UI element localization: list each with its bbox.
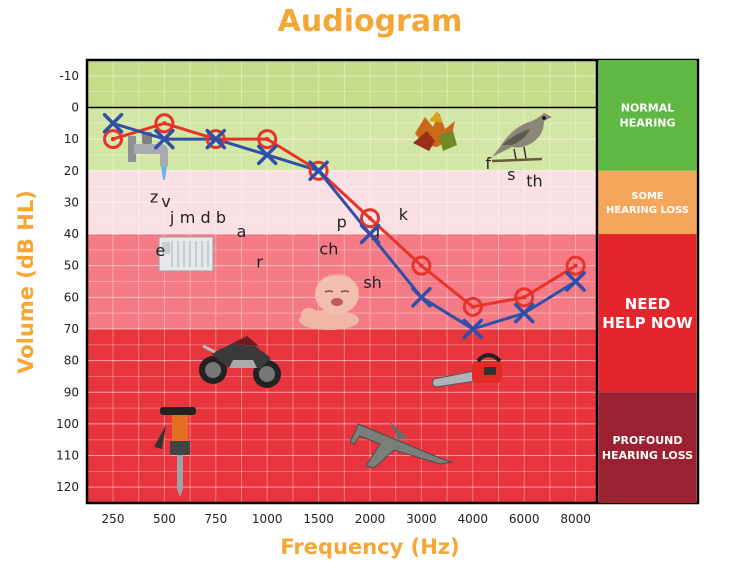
circle-marker-dot [522, 295, 527, 300]
circle-marker [257, 129, 278, 150]
x-marker [513, 302, 535, 324]
circle-marker-dot [470, 304, 475, 310]
x-marker [205, 128, 227, 150]
speech-sound-label: ch [319, 240, 338, 259]
hearing-category-0 [598, 60, 697, 171]
x-tick-label: 8000 [560, 512, 591, 526]
hearing-category-3 [598, 392, 697, 503]
circle-marker [205, 129, 226, 150]
speech-sound-label: b [216, 208, 226, 227]
zone-band-0 [87, 60, 597, 108]
circle-marker-dot [573, 263, 578, 268]
x-tick-label: 1500 [303, 512, 334, 526]
y-tick-label: 70 [64, 322, 79, 336]
x-marker [462, 318, 484, 340]
speech-sound-label: sh [363, 273, 381, 292]
circle-marker [411, 255, 432, 276]
x-tick-label: 750 [204, 512, 227, 526]
bird-icon [491, 113, 552, 163]
y-tick-label: 120 [56, 480, 79, 494]
circle-marker [308, 160, 329, 181]
chainsaw-icon [431, 353, 502, 388]
circle-marker [360, 208, 380, 229]
speech-sound-label: v [161, 192, 170, 211]
hearing-category-2 [598, 234, 697, 393]
speech-sound-label: s [507, 165, 515, 184]
hearing-category-label: NEED HELP NOW [602, 295, 693, 332]
x-marker [565, 271, 586, 292]
y-tick-label: 10 [64, 132, 79, 146]
x-axis-label: Frequency (Hz) [280, 535, 460, 559]
y-tick-label: 110 [56, 449, 79, 463]
series-line-0 [112, 121, 577, 309]
circle-marker-dot [419, 263, 424, 268]
series-line-1 [112, 121, 577, 331]
circle-marker [514, 287, 535, 308]
x-tick-label: 500 [153, 512, 176, 526]
speech-sound-label: z [150, 187, 158, 206]
x-marker [102, 113, 124, 134]
y-tick-label: -10 [59, 69, 79, 83]
hearing-category-1 [598, 170, 697, 235]
x-tick-label: 4000 [458, 512, 489, 526]
y-tick-label: 30 [64, 195, 79, 209]
circle-marker [154, 113, 175, 134]
y-tick-label: 60 [64, 290, 79, 304]
x-tick-label: 2000 [355, 512, 386, 526]
jet-icon [349, 422, 453, 469]
circle-marker-dot [265, 136, 270, 142]
x-tick-label: 1000 [252, 512, 283, 526]
speech-sound-label: d [200, 208, 210, 227]
speech-sound-label: g [370, 222, 380, 241]
x-marker [256, 144, 278, 166]
speech-sound-label: j [169, 208, 174, 227]
speech-sound-label: p [337, 213, 347, 232]
y-tick-label: 0 [71, 100, 79, 114]
speech-sound-label: f [485, 154, 491, 173]
x-marker [411, 287, 432, 308]
speech-sound-label: a [237, 222, 247, 241]
x-tick-label: 6000 [509, 512, 540, 526]
circle-marker [565, 255, 586, 276]
x-marker [308, 160, 329, 181]
hearing-category-label: SOME HEARING LOSS [606, 191, 689, 216]
y-tick-label: 80 [64, 354, 79, 368]
y-tick-label: 50 [64, 259, 79, 273]
motorcycle-icon [199, 336, 281, 388]
circle-marker [103, 129, 123, 150]
hearing-category-label: NORMAL HEARING [619, 102, 675, 130]
x-marker [154, 128, 175, 150]
zone-band-4 [87, 328, 597, 503]
chart-title: Audiogram [277, 4, 463, 39]
circle-marker-dot [110, 136, 116, 142]
y-tick-label: 100 [56, 417, 79, 431]
y-tick-label: 20 [64, 164, 79, 178]
plot-frame [85, 58, 700, 505]
speech-sound-label: th [526, 172, 542, 191]
y-tick-label: 40 [64, 227, 79, 241]
jackhammer-icon [154, 407, 196, 497]
y-tick-label: 90 [64, 385, 79, 399]
baby-icon [299, 274, 359, 330]
air-conditioner-icon [158, 236, 214, 272]
speech-sound-label: r [256, 252, 263, 271]
hearing-category-label: PROFOUND HEARING LOSS [602, 434, 693, 462]
x-marker [359, 223, 381, 245]
x-tick-label: 250 [102, 512, 125, 526]
speech-sound-label: e [155, 241, 165, 260]
x-tick-label: 3000 [406, 512, 437, 526]
leaves-icon [413, 111, 457, 151]
speech-sound-label: m [180, 208, 196, 227]
circle-marker-dot [162, 121, 167, 126]
circle-marker [462, 296, 483, 317]
circle-marker-dot [367, 216, 373, 221]
y-axis-label: Volume (dB HL) [14, 190, 38, 374]
speech-sound-label: k [399, 205, 409, 224]
